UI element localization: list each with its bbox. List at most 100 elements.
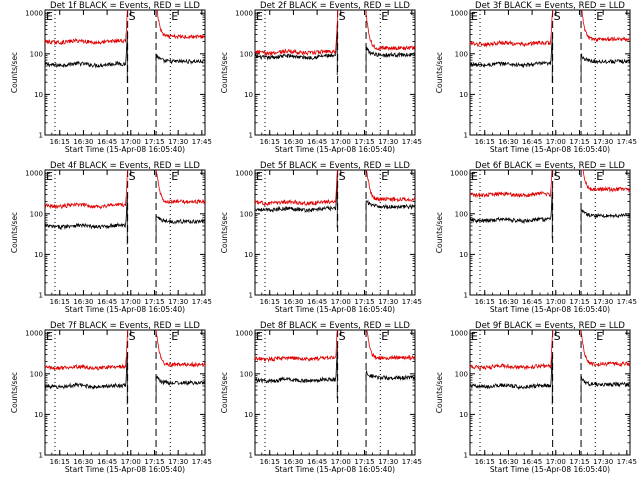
panel-title: Det 7f BLACK = Events, RED = LLD xyxy=(50,321,200,331)
panel-title: Det 6f BLACK = Events, RED = LLD xyxy=(475,161,625,171)
y-tick-label: 1000 xyxy=(235,170,253,178)
y-tick-label: 1 xyxy=(39,132,43,140)
panel-det-1: Det 1f BLACK = Events, RED = LLD 1 10 100 10… xyxy=(10,1,212,154)
x-tick-label: 17:15 xyxy=(354,458,374,466)
x-tick-label: 17:45 xyxy=(402,458,422,466)
y-tick-label: 10 xyxy=(34,251,43,259)
events-trace-pre-saa xyxy=(44,194,128,245)
panel-det-3: Det 3f BLACK = Events, RED = LLD 1 10 100 10… xyxy=(435,1,637,154)
y-tick-label: 1000 xyxy=(450,170,468,178)
y-tick-label: 10 xyxy=(244,251,253,259)
y-tick-label: 1000 xyxy=(450,10,468,18)
x-tick-label: 17:00 xyxy=(121,138,141,146)
x-tick-label: 17:30 xyxy=(378,298,398,306)
x-axis-label: Start Time (15-Apr-08 16:05:40) xyxy=(275,145,395,154)
y-axis-label: Counts/sec xyxy=(220,212,229,253)
x-tick-label: 16:30 xyxy=(498,458,518,466)
y-axis-label: Counts/sec xyxy=(10,212,19,253)
x-tick-label: 16:45 xyxy=(97,298,117,306)
x-tick-label: 17:45 xyxy=(192,458,212,466)
lld-trace-post-saa xyxy=(581,169,631,193)
events-trace-pre-saa xyxy=(469,355,553,405)
x-tick-label: 16:15 xyxy=(50,458,70,466)
lld-trace-post-saa xyxy=(155,169,206,205)
lld-trace-pre-saa xyxy=(469,329,553,371)
x-tick-label: 17:45 xyxy=(617,138,637,146)
eclipse-start-marker: E xyxy=(596,330,603,343)
x-tick-label: 17:15 xyxy=(144,458,164,466)
eclipse-start-marker: E xyxy=(171,10,178,23)
events-trace-pre-saa xyxy=(44,352,128,405)
y-tick-label: 1 xyxy=(39,292,43,300)
eclipse-start-marker: E xyxy=(171,330,178,343)
panel-title: Det 1f BLACK = Events, RED = LLD xyxy=(50,1,200,11)
x-tick-label: 16:45 xyxy=(97,138,117,146)
y-tick-label: 1 xyxy=(464,452,468,460)
events-trace-post-saa xyxy=(580,375,630,403)
panel-det-8: Det 8f BLACK = Events, RED = LLD 1 10 100 10… xyxy=(220,321,422,474)
eclipse-end-marker: E xyxy=(256,330,263,343)
x-tick-label: 17:30 xyxy=(168,138,188,146)
x-tick-label: 16:30 xyxy=(498,298,518,306)
x-tick-label: 17:30 xyxy=(378,458,398,466)
panel-det-2: Det 2f BLACK = Events, RED = LLD 1 10 100 10… xyxy=(220,1,422,154)
x-tick-label: 17:30 xyxy=(168,458,188,466)
axes-frame xyxy=(44,329,206,456)
x-tick-label: 17:00 xyxy=(546,138,566,146)
saa-marker: S xyxy=(339,10,346,23)
eclipse-end-marker: E xyxy=(256,170,263,183)
lld-trace-pre-saa xyxy=(44,169,128,210)
axes-frame xyxy=(254,329,416,456)
axes-frame xyxy=(469,169,631,296)
panel-det-7: Det 7f BLACK = Events, RED = LLD 1 10 100 10… xyxy=(10,321,212,474)
y-axis-label: Counts/sec xyxy=(435,372,444,413)
saa-marker: S xyxy=(129,330,136,343)
x-tick-label: 17:00 xyxy=(546,458,566,466)
lld-trace-pre-saa xyxy=(254,169,338,207)
axes-frame xyxy=(254,169,416,296)
events-trace-pre-saa xyxy=(254,345,338,399)
x-tick-label: 17:00 xyxy=(121,458,141,466)
y-tick-label: 1000 xyxy=(25,170,43,178)
eclipse-end-marker: E xyxy=(46,170,53,183)
x-tick-label: 17:15 xyxy=(354,298,374,306)
y-tick-label: 10 xyxy=(34,411,43,419)
x-tick-label: 17:00 xyxy=(331,458,351,466)
x-tick-label: 17:15 xyxy=(569,458,589,466)
events-trace-post-saa xyxy=(580,209,631,235)
events-trace-post-saa xyxy=(365,199,416,226)
x-tick-label: 17:15 xyxy=(144,298,164,306)
lld-trace-post-saa xyxy=(155,330,206,368)
lld-trace-pre-saa xyxy=(44,329,128,371)
x-tick-label: 17:45 xyxy=(617,298,637,306)
x-tick-label: 17:30 xyxy=(593,298,613,306)
events-trace-pre-saa xyxy=(469,187,553,239)
x-tick-label: 16:45 xyxy=(522,298,542,306)
y-tick-label: 100 xyxy=(30,210,43,218)
axes-frame xyxy=(44,9,206,136)
lld-trace-post-saa xyxy=(580,9,631,43)
axes-frame xyxy=(469,9,631,136)
panel-det-9: Det 9f BLACK = Events, RED = LLD 1 10 100 10… xyxy=(435,321,637,474)
y-axis-label: Counts/sec xyxy=(435,52,444,93)
axes-frame xyxy=(469,329,631,456)
y-tick-label: 10 xyxy=(459,91,468,99)
lld-trace-pre-saa xyxy=(469,169,553,198)
events-trace-post-saa xyxy=(580,53,630,80)
x-tick-label: 16:45 xyxy=(307,138,327,146)
y-tick-label: 1 xyxy=(249,452,253,460)
lld-trace-post-saa xyxy=(365,10,416,52)
y-tick-label: 1 xyxy=(249,132,253,140)
x-axis-label: Start Time (15-Apr-08 16:05:40) xyxy=(65,305,185,314)
x-tick-label: 17:00 xyxy=(546,298,566,306)
x-tick-label: 16:15 xyxy=(260,458,280,466)
y-tick-label: 100 xyxy=(30,50,43,58)
events-trace-post-saa xyxy=(155,52,206,80)
events-trace-post-saa xyxy=(155,214,206,240)
panel-title: Det 3f BLACK = Events, RED = LLD xyxy=(475,1,625,11)
x-tick-label: 16:30 xyxy=(283,138,303,146)
y-tick-label: 100 xyxy=(240,370,253,378)
axes-frame xyxy=(44,169,206,296)
x-axis-label: Start Time (15-Apr-08 16:05:40) xyxy=(490,465,610,474)
